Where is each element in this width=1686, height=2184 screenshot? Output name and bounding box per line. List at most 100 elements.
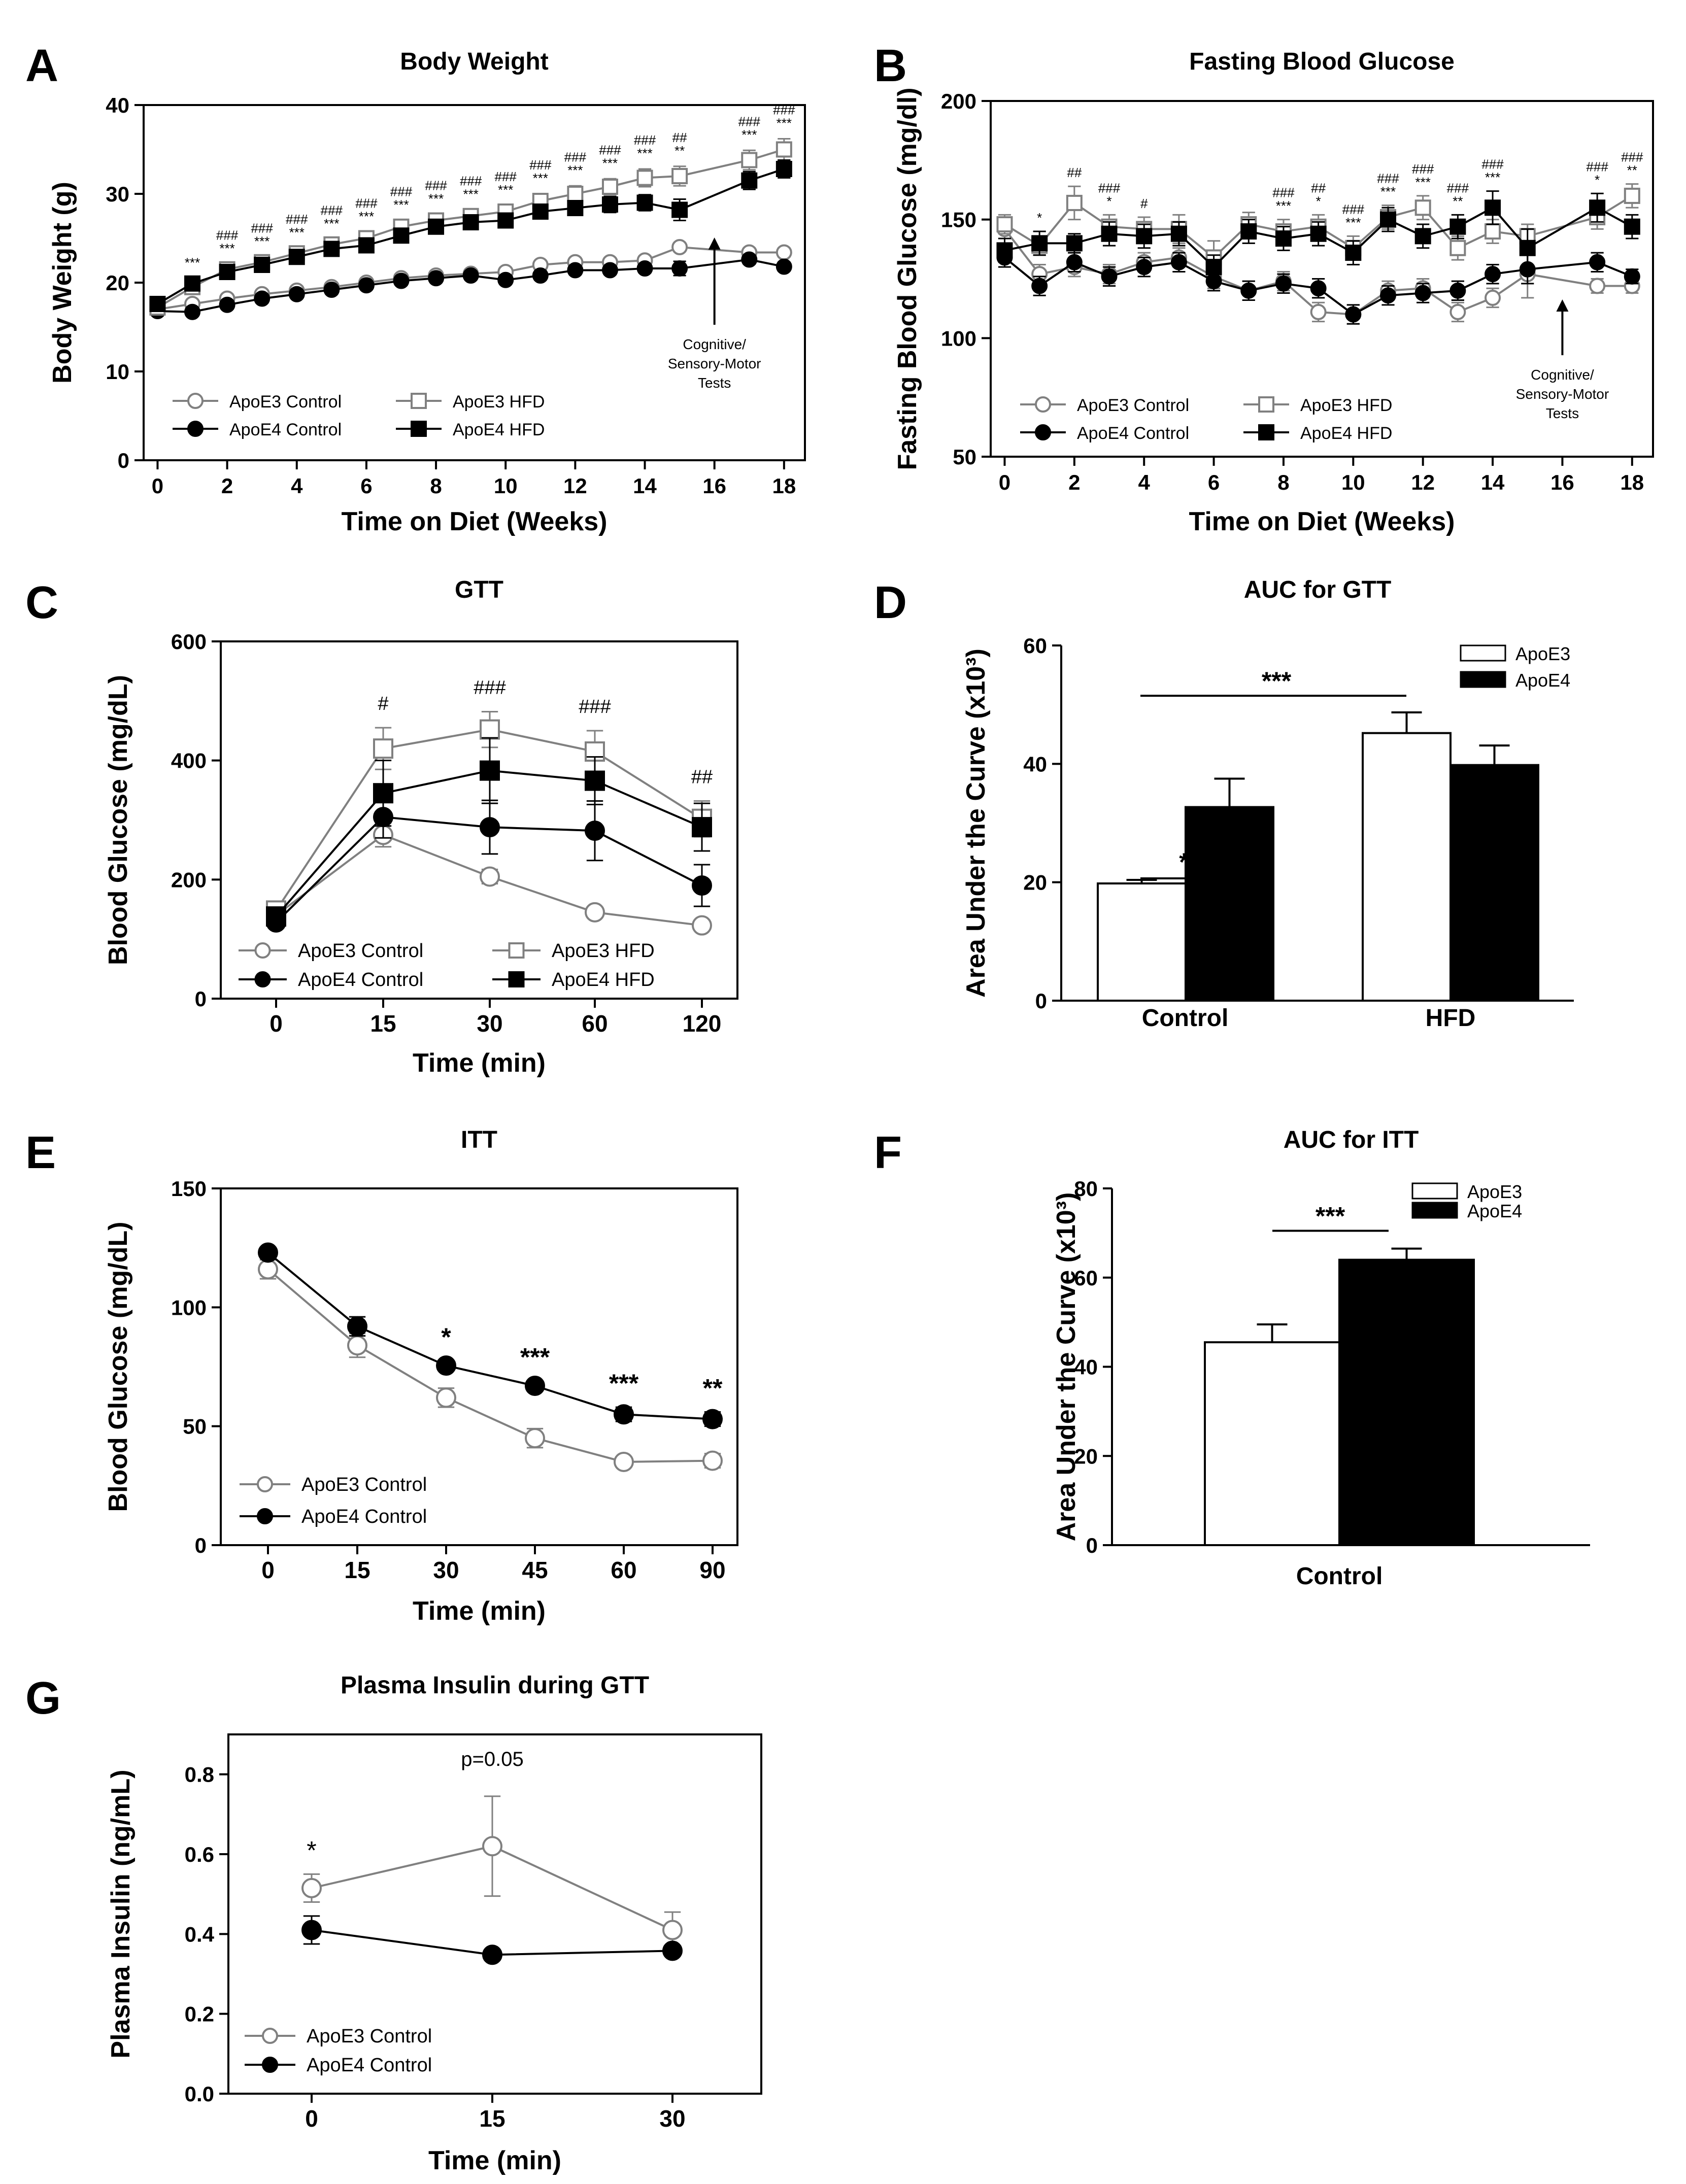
data-point-apoe4-control [525, 1375, 545, 1396]
significance-mark-B: ** [1453, 193, 1463, 209]
data-point-apoe4-hfd [1066, 235, 1083, 252]
data-point-apoe4-control [692, 875, 712, 896]
significance-mark-A: ### [216, 227, 239, 243]
significance-mark-C: ### [579, 696, 611, 718]
data-point-apoe3-hfd [775, 141, 792, 158]
data-point-apoe4-control [301, 1920, 322, 1940]
x-tick-label-A: 18 [772, 474, 796, 498]
significance-mark-A: ### [738, 114, 761, 129]
data-point-apoe4-control [775, 258, 792, 275]
data-point-apoe3-control [775, 244, 792, 261]
significance-mark-A: *** [254, 233, 269, 249]
data-point-apoe3-hfd [636, 169, 653, 186]
data-point-apoe4-control [393, 272, 410, 289]
significance-mark-B: * [1106, 193, 1111, 209]
data-point-apoe4-control [347, 1316, 367, 1337]
data-point-apoe4-control [741, 251, 758, 268]
y-tick-label-C: 0 [195, 987, 207, 1011]
cognitive-tests-A-note-text: Tests [698, 375, 731, 391]
data-point-apoe4-hfd [184, 275, 201, 292]
bar-apoe4-hfd [1449, 764, 1539, 1002]
x-tick-label-E: 60 [611, 1557, 636, 1583]
legend-label-apoe3-hfd: ApoE3 HFD [453, 392, 545, 412]
y-tick-label-D: 20 [1023, 871, 1047, 895]
x-tick-label-B: 14 [1481, 470, 1505, 494]
data-point-apoe3-hfd [567, 186, 584, 202]
legend-label-apoe4-hfd: ApoE4 HFD [453, 420, 545, 439]
legend-swatch-apoe4 [1411, 1202, 1458, 1219]
cognitive-tests-B-note-text: Tests [1546, 405, 1579, 421]
data-point-apoe3-hfd [480, 719, 500, 740]
cognitive-tests-A-note-text: Cognitive/ [683, 336, 746, 352]
data-point-apoe4-hfd [323, 241, 340, 257]
data-point-apoe4-control [1310, 280, 1327, 297]
significance-mark-C: # [378, 693, 388, 714]
x-axis-label-A: Time on Diet (Weeks) [342, 507, 608, 536]
significance-mark-B: *** [1485, 170, 1500, 185]
data-point-apoe4-control [323, 282, 340, 298]
legend-label-apoe3-control: ApoE3 Control [1077, 396, 1189, 415]
x-tick-label-A: 8 [430, 474, 442, 498]
x-tick-label-B: 4 [1138, 470, 1151, 494]
legend-label-apoe4-control: ApoE4 Control [307, 2055, 432, 2076]
significance-mark-F: *** [1316, 1202, 1345, 1230]
data-point-apoe4-hfd [636, 194, 653, 211]
significance-mark-C: ### [474, 677, 505, 698]
data-point-apoe4-hfd [1485, 199, 1501, 216]
x-tick-label-A: 12 [563, 474, 587, 498]
legend-marker-apoe4-control [187, 421, 204, 437]
data-point-apoe4-hfd [149, 296, 166, 312]
significance-mark-B: # [1140, 196, 1148, 211]
data-point-apoe4-hfd [254, 257, 271, 273]
data-point-apoe4-hfd [1031, 235, 1048, 252]
y-tick-label-A: 40 [106, 93, 129, 117]
significance-mark-B: * [1316, 193, 1321, 209]
y-tick-label-F: 60 [1074, 1266, 1098, 1290]
significance-mark-D: *** [1262, 667, 1292, 695]
y-tick-label-A: 30 [106, 182, 129, 206]
data-point-apoe4-hfd [671, 201, 688, 218]
significance-mark-A: *** [428, 191, 444, 206]
panel-letter-A: A [25, 41, 58, 91]
data-point-apoe4-control [436, 1355, 456, 1376]
legend-marker-apoe3-control [262, 2028, 278, 2044]
data-point-apoe4-control [567, 262, 584, 279]
significance-mark-E: ** [703, 1374, 723, 1403]
x-tick-label-A: 2 [221, 474, 233, 498]
data-point-apoe4-control [462, 267, 479, 284]
data-point-apoe4-control [1136, 259, 1153, 276]
y-tick-label-E: 150 [171, 1177, 207, 1201]
data-point-apoe4-control [482, 1944, 502, 1965]
data-point-apoe3-control [671, 239, 688, 255]
cognitive-tests-A-arrow-head [708, 237, 721, 250]
data-point-apoe3-control [1589, 278, 1606, 294]
significance-mark-A: *** [498, 182, 513, 197]
panel-title-B: Fasting Blood Glucose [1189, 48, 1455, 75]
panel-title-E: ITT [461, 1127, 497, 1153]
data-point-apoe3-control [301, 1878, 322, 1898]
plot-frame-E [220, 1187, 738, 1546]
category-label-F: Control [1296, 1563, 1383, 1590]
data-point-apoe4-hfd [585, 770, 605, 791]
x-tick-label-E: 15 [344, 1557, 370, 1583]
legend-marker-apoe3-control [257, 1476, 273, 1492]
x-tick-label-C: 120 [683, 1010, 722, 1037]
data-point-apoe3-control [662, 1920, 683, 1940]
significance-mark-A: ### [251, 220, 273, 235]
data-point-apoe4-control [1485, 266, 1501, 283]
y-tick-label-G: 0.8 [185, 1763, 214, 1787]
panel-letter-C: C [25, 577, 58, 628]
significance-mark-A: *** [359, 209, 374, 224]
x-tick-label-B: 10 [1341, 470, 1365, 494]
significance-mark-B: ** [1627, 163, 1637, 178]
plot-frame-B [990, 100, 1654, 458]
data-point-apoe4-hfd [1449, 218, 1466, 235]
data-point-apoe4-control [1589, 254, 1606, 270]
data-point-apoe4-control [428, 270, 445, 287]
data-point-apoe4-hfd [1136, 228, 1153, 245]
series-line-apoe4-control [267, 1251, 713, 1420]
significance-mark-E: * [441, 1323, 451, 1351]
data-point-apoe4-control [1031, 278, 1048, 294]
data-point-apoe3-control [525, 1428, 545, 1449]
